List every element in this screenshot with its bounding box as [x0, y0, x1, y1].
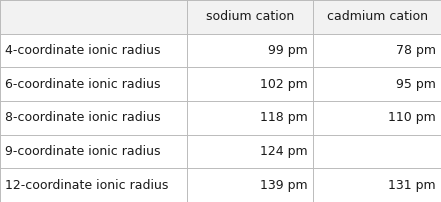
Bar	[0, 168, 187, 202]
Text: 12-coordinate ionic radius: 12-coordinate ionic radius	[5, 179, 168, 192]
Bar	[187, 67, 313, 101]
Bar	[0, 34, 187, 67]
Text: 9-coordinate ionic radius: 9-coordinate ionic radius	[5, 145, 161, 158]
Text: 4-coordinate ionic radius: 4-coordinate ionic radius	[5, 44, 161, 57]
Bar	[313, 168, 441, 202]
Bar	[0, 0, 187, 34]
Bar	[187, 0, 313, 34]
Bar	[187, 34, 313, 67]
Bar	[313, 101, 441, 135]
Text: 78 pm: 78 pm	[396, 44, 436, 57]
Text: 99 pm: 99 pm	[268, 44, 308, 57]
Text: 131 pm: 131 pm	[388, 179, 436, 192]
Text: 110 pm: 110 pm	[388, 111, 436, 124]
Bar	[313, 34, 441, 67]
Text: 8-coordinate ionic radius: 8-coordinate ionic radius	[5, 111, 161, 124]
Bar	[313, 67, 441, 101]
Bar	[187, 101, 313, 135]
Text: 118 pm: 118 pm	[260, 111, 308, 124]
Bar	[313, 0, 441, 34]
Bar	[313, 135, 441, 168]
Bar	[0, 101, 187, 135]
Bar	[0, 67, 187, 101]
Bar	[187, 168, 313, 202]
Text: cadmium cation: cadmium cation	[326, 10, 428, 23]
Text: 124 pm: 124 pm	[260, 145, 308, 158]
Text: 139 pm: 139 pm	[260, 179, 308, 192]
Text: 6-coordinate ionic radius: 6-coordinate ionic radius	[5, 78, 161, 91]
Bar	[0, 135, 187, 168]
Text: sodium cation: sodium cation	[206, 10, 295, 23]
Bar	[187, 135, 313, 168]
Text: 95 pm: 95 pm	[396, 78, 436, 91]
Text: 102 pm: 102 pm	[260, 78, 308, 91]
